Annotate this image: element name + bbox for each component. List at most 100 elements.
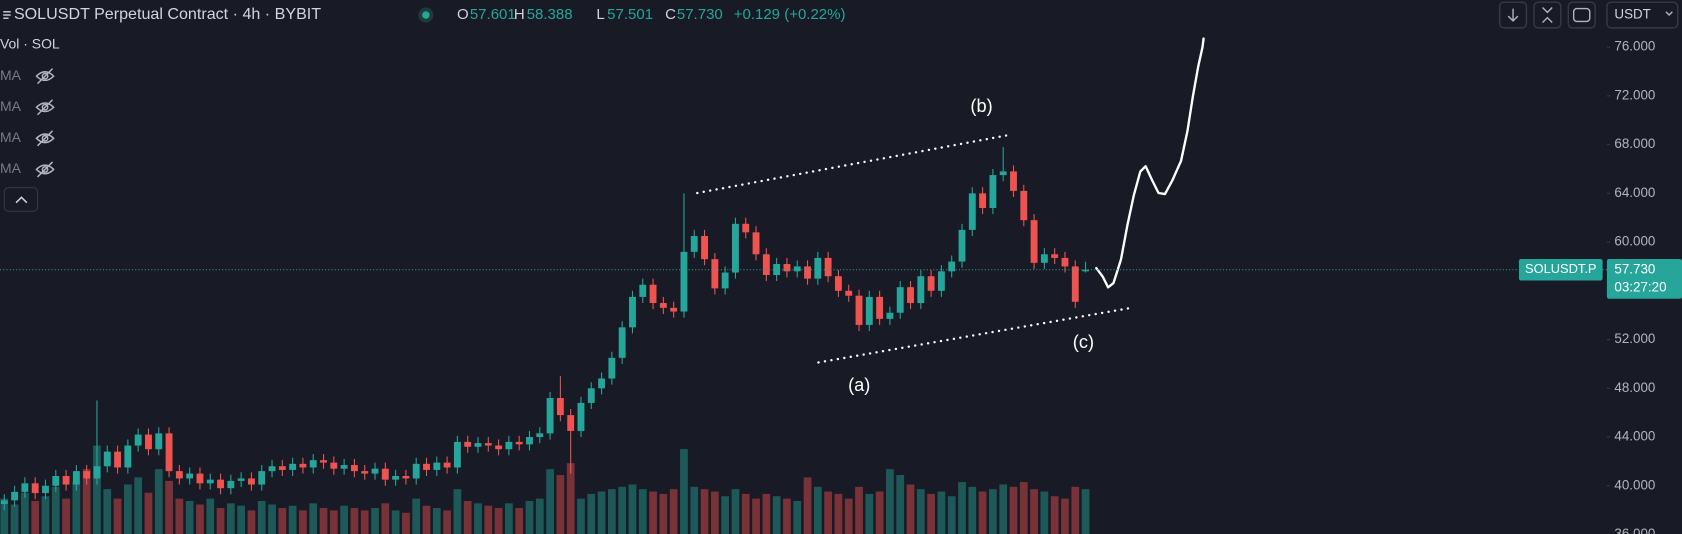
candle-body — [309, 460, 317, 468]
candle-body — [83, 471, 91, 479]
candle-body — [1071, 266, 1079, 302]
candle-body — [289, 463, 297, 470]
volume-bar — [360, 510, 369, 534]
volume-bar — [896, 475, 905, 534]
candle-body — [618, 327, 626, 358]
indicator-label: MA — [0, 160, 22, 176]
scroll-down-button[interactable] — [1498, 1, 1528, 29]
annotation: (c) — [1073, 331, 1094, 352]
currency-label[interactable]: USDT — [1614, 7, 1650, 22]
candle-body — [227, 480, 235, 489]
volume-bar — [916, 489, 925, 534]
candle-body — [824, 257, 832, 277]
volume-bar — [484, 505, 493, 534]
candle-body — [937, 271, 945, 291]
menu-icon[interactable] — [3, 11, 11, 19]
volume-bar — [268, 504, 276, 534]
volume-bar — [577, 498, 585, 534]
candle-body — [690, 235, 698, 252]
volume-bar — [371, 508, 379, 534]
y-tick-label: 44.000 — [1614, 429, 1655, 444]
candle-body — [371, 468, 379, 474]
volume-bar — [927, 493, 935, 534]
candle-body — [103, 451, 111, 467]
volume-bar — [93, 445, 101, 534]
volume-bar — [103, 489, 112, 534]
candle-body — [237, 478, 245, 481]
volume-bar — [0, 498, 9, 534]
candle-body — [134, 434, 142, 446]
candle-body — [927, 276, 935, 291]
candle-body — [1010, 171, 1017, 191]
volume-bar — [340, 505, 348, 534]
y-tick-label: 48.000 — [1614, 380, 1655, 395]
collapse-button[interactable] — [3, 187, 39, 212]
symbol-title[interactable]: SOLUSDT Perpetual Contract · 4h · BYBIT — [14, 5, 321, 23]
candle-body — [680, 251, 688, 312]
candle-body — [453, 441, 461, 468]
ohlc-value: 58.388 — [527, 6, 573, 23]
indicator-label: MA — [0, 98, 22, 114]
volume-bar — [494, 508, 503, 534]
candle-body — [62, 476, 70, 485]
candle-body — [536, 433, 544, 438]
candle-body — [834, 276, 842, 291]
volume-bar — [968, 486, 977, 534]
volume-bar — [844, 498, 853, 534]
candle-body — [248, 478, 255, 485]
candle-body — [381, 468, 389, 480]
forecast-curve — [1095, 37, 1205, 289]
candle-body — [42, 485, 49, 494]
volume-bar — [638, 489, 647, 534]
volume-bar — [474, 503, 482, 534]
candle-body — [505, 441, 513, 450]
candle-body — [793, 266, 801, 272]
y-tick-label: 72.000 — [1614, 87, 1655, 102]
volume-bar — [855, 486, 863, 534]
volume-bar — [288, 505, 297, 534]
eye-off-icon[interactable] — [35, 99, 55, 116]
candle-body — [423, 463, 430, 470]
y-tick-label: 76.000 — [1614, 39, 1655, 54]
candle-body — [1061, 257, 1069, 267]
candle-body — [608, 357, 616, 379]
candle-body — [567, 415, 575, 431]
candle-body — [804, 266, 811, 279]
candle-body — [1030, 220, 1038, 263]
eye-off-icon[interactable] — [35, 68, 55, 85]
candle-body — [886, 312, 894, 319]
volume-bar — [1050, 496, 1059, 534]
candle-body — [526, 437, 533, 445]
candle-body — [762, 254, 770, 275]
price-tags: SOLUSDT.P 57.730 03:27:20 — [1518, 259, 1682, 299]
volume-bar — [813, 486, 822, 534]
volume-bar — [772, 496, 781, 534]
collapse-arrows-button[interactable] — [1533, 1, 1562, 29]
candle-body — [865, 296, 873, 325]
candle-body — [350, 465, 358, 472]
volume-bar — [535, 498, 544, 534]
ohlc-value: 57.501 — [607, 6, 653, 23]
candle-body — [979, 193, 987, 208]
fullscreen-button[interactable] — [1567, 1, 1596, 29]
candle-body — [701, 235, 708, 260]
eye-off-icon[interactable] — [35, 130, 55, 147]
eye-off-icon[interactable] — [35, 161, 55, 178]
volume-bar — [62, 498, 70, 534]
indicator-label: MA — [0, 129, 22, 145]
currency-dropdown[interactable] — [1606, 1, 1679, 29]
lower-trendline — [817, 306, 1133, 364]
volume-bar — [10, 504, 19, 534]
candle-body — [907, 287, 914, 304]
candle-body — [587, 388, 595, 403]
volume-bar — [886, 469, 894, 534]
volume-bar — [1009, 486, 1018, 534]
candle-body — [206, 479, 214, 484]
candle-body — [412, 463, 420, 479]
candle-body — [711, 259, 719, 289]
candle-body — [484, 443, 492, 446]
volume-bar — [41, 496, 50, 534]
candle-body — [443, 462, 451, 468]
